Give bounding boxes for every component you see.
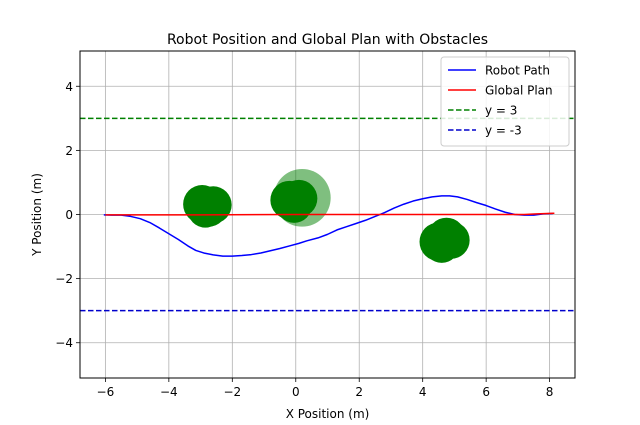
y-tick-label: −4 <box>55 336 73 350</box>
x-axis-label: X Position (m) <box>286 407 370 421</box>
obstacle-circle <box>276 186 312 223</box>
legend-label: Robot Path <box>485 64 550 78</box>
legend-label: Global Plan <box>485 84 553 98</box>
obstacle-circle <box>423 227 460 263</box>
series-line <box>103 195 553 257</box>
x-tick-label: −4 <box>160 385 178 399</box>
x-tick-label: 2 <box>355 385 363 399</box>
x-tick-label: −6 <box>97 385 115 399</box>
x-tick-label: 0 <box>292 385 300 399</box>
y-tick-label: 2 <box>65 144 73 158</box>
obstacle-circle <box>187 191 224 228</box>
y-axis-label: Y Position (m) <box>30 173 44 257</box>
y-tick-label: −2 <box>55 272 73 286</box>
chart-title: Robot Position and Global Plan with Obst… <box>167 32 488 48</box>
x-tick-label: 4 <box>419 385 427 399</box>
x-tick-label: 6 <box>482 385 490 399</box>
x-tick-label: 8 <box>546 385 554 399</box>
series-line <box>105 212 555 216</box>
y-tick-label: 4 <box>65 80 73 94</box>
y-tick-label: 0 <box>65 208 73 222</box>
legend-box <box>440 56 570 147</box>
legend-label: y = 3 <box>485 104 517 118</box>
x-tick-label: −2 <box>223 385 241 399</box>
axis-ticks: −6 −4 −2 0 2 4 6 8 −4 −2 0 2 4 <box>55 80 553 399</box>
legend: Robot Path Global Plan y = 3 y = -3 <box>440 56 570 147</box>
legend-label: y = -3 <box>485 124 522 138</box>
